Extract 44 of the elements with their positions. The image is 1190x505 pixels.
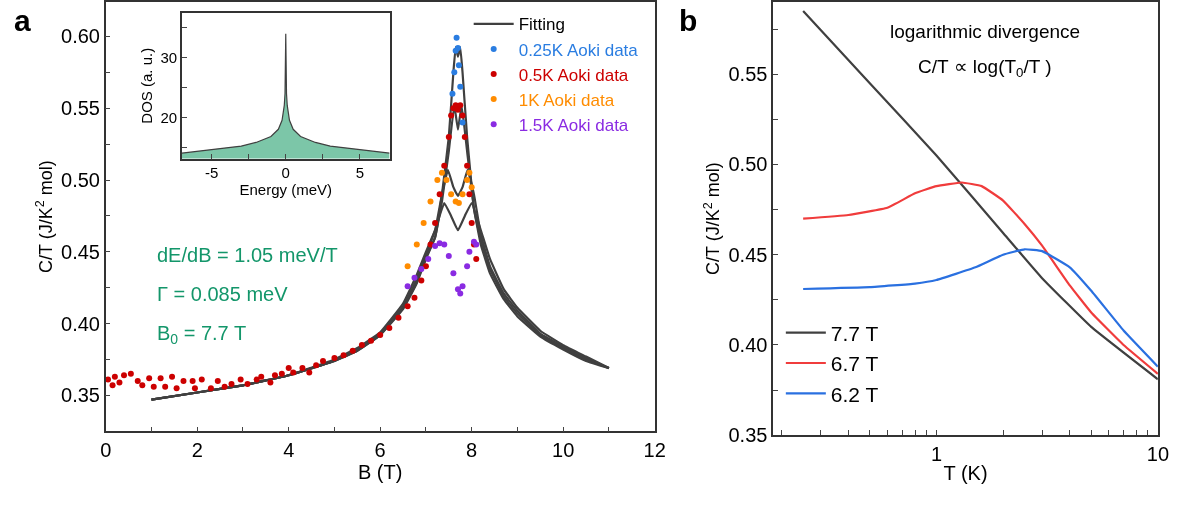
- y-tick-label: 0.50: [61, 169, 100, 192]
- x-axis-title: T (K): [943, 461, 988, 484]
- y-tick-label: 0.35: [728, 424, 768, 447]
- x-tick-label: 4: [283, 439, 295, 462]
- x-tick-label: 8: [466, 439, 478, 462]
- y-tick-label: 30: [160, 48, 178, 66]
- x-tick-label: 0: [281, 164, 290, 182]
- y-tick-label: 0.40: [61, 312, 100, 335]
- annotation: logarithmic divergence: [890, 21, 1081, 42]
- legend-label: Fitting: [518, 15, 565, 35]
- y-tick-label: 0.35: [61, 384, 100, 407]
- x-tick-label: 5: [355, 164, 365, 182]
- x-axis-title: B (T): [357, 461, 403, 484]
- y-tick-label: 20: [160, 108, 178, 126]
- annotation: Γ = 0.085 meV: [157, 283, 289, 305]
- annotation: dE/dB = 1.05 meV/T: [157, 244, 338, 266]
- legend-label: 1.5K Aoki data: [518, 115, 629, 135]
- legend-label: 0.25K Aoki data: [518, 40, 639, 60]
- x-tick-label: 10: [552, 439, 575, 462]
- annotation: B$_{0}$ = 7.7 T: [157, 322, 247, 348]
- annotation: C/T ∝ log(T$_{0}$/T ): [918, 56, 1052, 80]
- y-tick-label: 0.45: [61, 240, 100, 263]
- x-tick-label: 12: [643, 439, 666, 462]
- x-tick-label: 10: [1146, 442, 1170, 465]
- y-tick-label: 0.55: [61, 97, 100, 120]
- x-tick-label: -5: [204, 164, 219, 182]
- legend-label: 6.7 T: [830, 352, 879, 376]
- text: a: [14, 4, 31, 37]
- legend-label: 7.7 T: [830, 321, 879, 345]
- legend-label: 0.5K Aoki data: [518, 65, 629, 85]
- text: b: [679, 4, 698, 37]
- y-tick-label: 0.40: [728, 333, 768, 356]
- x-tick-label: 2: [191, 439, 203, 462]
- legend-label: 6.2 T: [830, 382, 879, 406]
- y-tick-label: 0.55: [728, 63, 768, 86]
- y-tick-label: 0.50: [728, 153, 768, 176]
- legend-label: 1K Aoki data: [518, 90, 615, 110]
- y-axis-title: DOS (a. u.): [138, 47, 156, 124]
- y-tick-label: 0.60: [61, 25, 100, 48]
- x-tick-label: 1: [930, 442, 943, 465]
- x-tick-label: 6: [374, 439, 386, 462]
- x-tick-label: 0: [100, 439, 112, 462]
- y-tick-label: 0.45: [728, 243, 768, 266]
- x-axis-title: Energy (meV): [239, 181, 333, 199]
